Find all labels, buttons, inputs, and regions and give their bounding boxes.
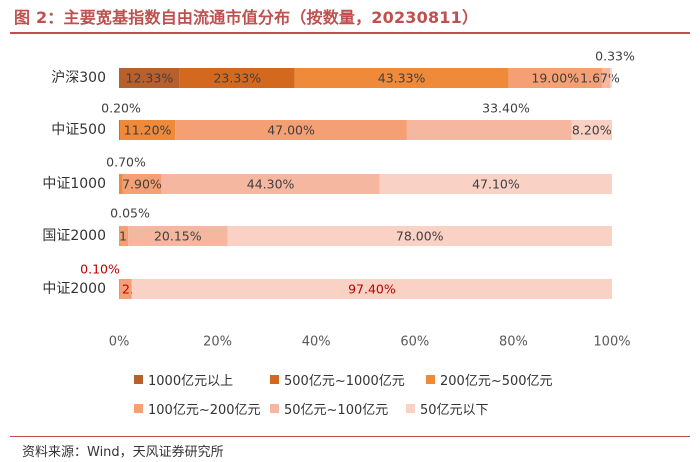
data-label: 43.33%: [378, 71, 426, 86]
data-label: 0.10%: [80, 262, 120, 277]
bar-segment: [119, 279, 120, 299]
data-label: 47.00%: [267, 123, 315, 138]
data-label: 20.15%: [154, 229, 202, 244]
category-label: 沪深300: [51, 70, 106, 86]
bar-segment: [119, 279, 132, 299]
data-label: 0.33%: [595, 49, 635, 64]
data-label: 0.20%: [101, 101, 141, 116]
bar-segment: [119, 120, 120, 140]
bar-segment: [571, 120, 612, 140]
data-label: 23.33%: [213, 71, 261, 86]
bar-segment: [119, 174, 123, 194]
data-label: 78.00%: [396, 229, 444, 244]
data-label: 8.20%: [572, 123, 612, 138]
bar-segment: [119, 120, 176, 140]
data-label: 44.30%: [247, 177, 295, 192]
data-label: 97.40%: [348, 282, 396, 297]
data-label: 7.90%: [122, 177, 162, 192]
bar-segment: [227, 226, 612, 246]
x-tick-label: 40%: [302, 335, 331, 350]
source-divider: [10, 436, 690, 437]
bar-segment: [161, 174, 380, 194]
source-note: 资料来源：Wind，天风证券研究所: [22, 445, 224, 460]
category-label: 中证500: [51, 122, 106, 138]
figure-title: 图 2：主要宽基指数自由流通市值分布（按数量，20230811）: [14, 8, 479, 27]
data-label: 0.70%: [106, 155, 146, 170]
bar-segment: [128, 226, 228, 246]
bar-segment: [175, 120, 407, 140]
x-tick-label: 20%: [203, 335, 232, 350]
x-tick-label: 60%: [400, 335, 429, 350]
x-tick-label: 80%: [499, 335, 528, 350]
bar-segment: [508, 68, 603, 88]
data-label: 0.05%: [110, 206, 150, 221]
bar-segment: [294, 68, 509, 88]
title-divider: [10, 32, 690, 34]
bar-segment: [406, 120, 572, 140]
data-label: 1.67%: [580, 71, 620, 86]
bar-segment: [122, 174, 162, 194]
category-label: 国证2000: [42, 228, 106, 244]
bar-segment: [379, 174, 612, 194]
data-label: 11.20%: [124, 123, 172, 138]
bar-segment: [179, 68, 295, 88]
data-label: 47.10%: [472, 177, 520, 192]
bar-segment: [119, 68, 180, 88]
bar-segment: [119, 226, 129, 246]
x-tick-label: 100%: [593, 335, 630, 350]
category-label: 中证2000: [42, 281, 106, 297]
data-label: 19.00%: [531, 71, 579, 86]
data-label: 33.40%: [482, 101, 530, 116]
category-label: 中证1000: [42, 176, 106, 192]
bar-segment: [131, 279, 612, 299]
bar-segment: [602, 68, 611, 88]
bar-segment: [610, 68, 612, 88]
data-label: 12.33%: [126, 71, 174, 86]
x-tick-label: 0%: [109, 335, 130, 350]
